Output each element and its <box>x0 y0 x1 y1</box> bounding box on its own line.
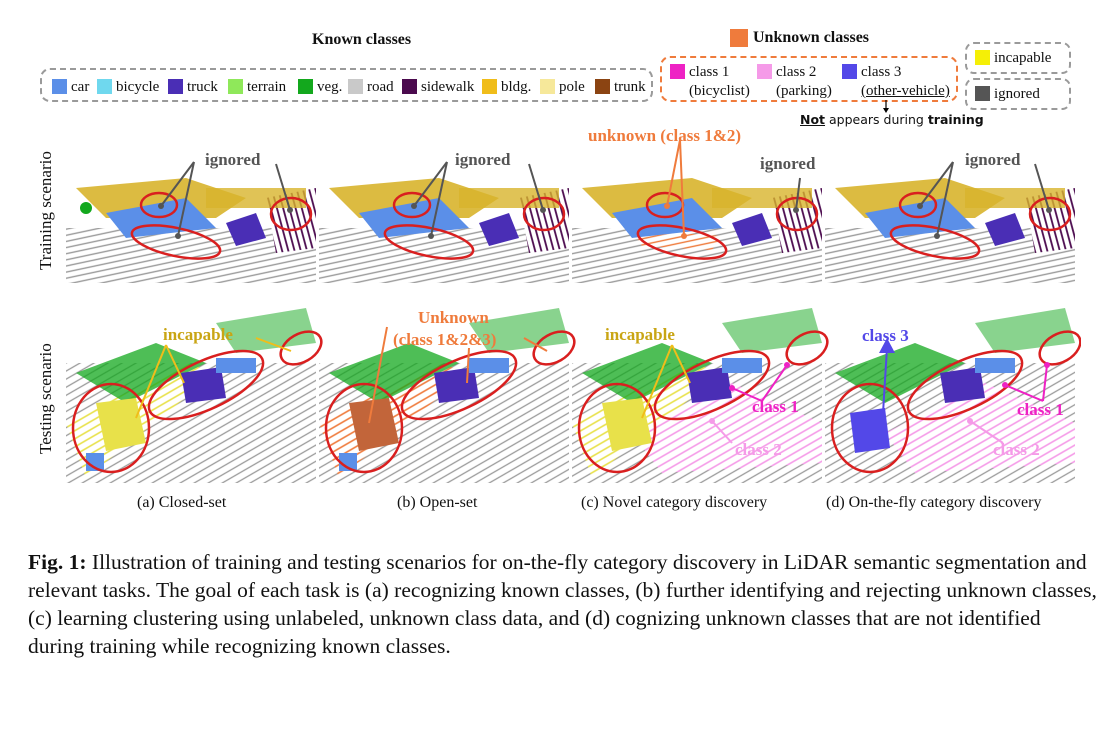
legend-sub-class3: (other-vehicle) <box>861 83 950 99</box>
panel-d-training <box>825 161 1075 283</box>
swatch-pole <box>540 79 555 94</box>
swatch-incapable <box>975 50 990 65</box>
unknown-classes-title: Unknown classes <box>730 29 869 47</box>
annot-ignored-c: ignored <box>760 154 816 173</box>
swatch-class1 <box>670 64 685 79</box>
annot-unknown-123-l2: (class 1&2&3) <box>393 330 497 349</box>
annot-unknown-123-l1: Unknown <box>418 308 489 327</box>
legend-item-road: road <box>348 79 394 95</box>
panel-d-testing <box>825 308 1081 483</box>
swatch-terrain <box>228 79 243 94</box>
panel-a-training <box>66 161 316 283</box>
sublabel-b: (b) Open-set <box>397 494 478 511</box>
annot-incapable-a: incapable <box>163 325 233 344</box>
unknown-classes-legend: class 1 (bicyclist) class 2 (parking) cl… <box>660 56 958 102</box>
annot-class3-d: class 3 <box>862 326 909 345</box>
legend-item-class2: class 2 <box>757 64 816 81</box>
training-row-figures <box>66 139 1075 283</box>
annot-class1-d: class 1 <box>1017 400 1064 419</box>
annot-incapable-c: incapable <box>605 325 675 344</box>
row-label-training: Training scenario <box>36 151 55 270</box>
swatch-veg <box>298 79 313 94</box>
swatch-ignored <box>975 86 990 101</box>
not-appears-note: Not appears during training <box>800 112 984 127</box>
annot-class2-c: class 2 <box>735 440 782 459</box>
swatch-bldg <box>482 79 497 94</box>
annot-class2-d: class 2 <box>993 440 1040 459</box>
legend-item-veg: veg. <box>298 79 342 95</box>
annot-class1-c: class 1 <box>752 397 799 416</box>
swatch-road <box>348 79 363 94</box>
annot-ignored-a: ignored <box>205 150 261 169</box>
legend-sub-class1: (bicyclist) <box>689 83 750 99</box>
swatch-class2 <box>757 64 772 79</box>
swatch-truck <box>168 79 183 94</box>
ignored-legend: ignored <box>965 78 1071 110</box>
note-arrow <box>883 100 889 113</box>
swatch-bicycle <box>97 79 112 94</box>
legend-item-bldg: bldg. <box>482 79 531 95</box>
legend-item-trunk: trunk <box>595 79 646 95</box>
legend-item-pole: pole <box>540 79 585 95</box>
legend-sub-class2: (parking) <box>776 83 832 99</box>
panel-b-testing <box>319 308 576 483</box>
panel-a-testing <box>66 308 323 483</box>
swatch-trunk <box>595 79 610 94</box>
legend-item-ignored: ignored <box>975 86 1040 102</box>
testing-row-figures <box>66 308 1081 483</box>
panel-b-training <box>319 161 569 283</box>
sublabel-c: (c) Novel category discovery <box>581 494 768 511</box>
sublabel-d: (d) On-the-fly category discovery <box>826 494 1042 511</box>
swatch-sidewalk <box>402 79 417 94</box>
panel-c-testing <box>572 308 829 483</box>
caption-text: Illustration of training and testing sce… <box>28 550 1097 658</box>
panel-c-training <box>572 139 822 283</box>
annot-unknown-12: unknown (class 1&2) <box>588 126 742 145</box>
annot-ignored-d: ignored <box>965 150 1021 169</box>
annot-ignored-b: ignored <box>455 150 511 169</box>
legend-item-incapable: incapable <box>975 50 1051 66</box>
legend-item-terrain: terrain <box>228 79 286 95</box>
legend-item-car: car <box>52 79 89 95</box>
legend-item-class3: class 3 <box>842 64 901 81</box>
sublabel-a: (a) Closed-set <box>137 494 227 511</box>
caption-label: Fig. 1: <box>28 550 87 574</box>
swatch-unknown <box>730 29 748 47</box>
known-classes-title: Known classes <box>312 31 412 48</box>
known-classes-legend: car bicycle truck terrain veg. road side… <box>40 68 653 102</box>
figure-caption: Fig. 1: Illustration of training and tes… <box>28 548 1098 660</box>
legend-item-bicycle: bicycle <box>97 79 159 95</box>
swatch-car <box>52 79 67 94</box>
swatch-class3 <box>842 64 857 79</box>
legend-item-sidewalk: sidewalk <box>402 79 474 95</box>
row-label-testing: Testing scenario <box>36 343 55 454</box>
incapable-legend: incapable <box>965 42 1071 74</box>
legend-item-truck: truck <box>168 79 218 95</box>
legend-item-class1: class 1 <box>670 64 729 81</box>
